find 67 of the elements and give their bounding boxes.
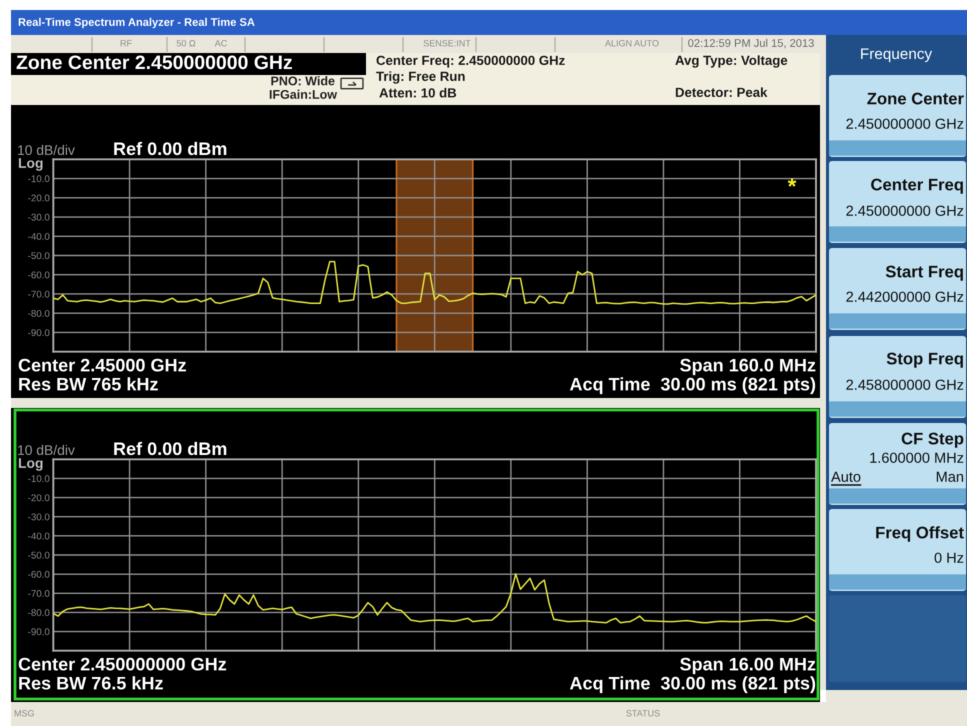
text: Center Freq: 2.450000000 GHz	[376, 56, 565, 68]
text: CF Step	[902, 432, 964, 448]
text: Zone Center 2.450000000 GHz	[16, 55, 292, 70]
text: Start Freq	[886, 266, 963, 281]
text: Res BW 76.5 kHz	[19, 676, 163, 690]
text: Ref 0.00 dBm	[114, 442, 226, 456]
chart-title: Real-Time Spectrum Analyzer - Real Time SA	[18, 18, 255, 28]
y-tick-label: -80.0	[28, 310, 50, 317]
y-tick-label: -70.0	[28, 590, 50, 597]
text: Freq Offset	[876, 526, 964, 542]
y-tick-label: -10.0	[28, 475, 50, 482]
y-tick-label: -40.0	[28, 232, 50, 240]
text: Res BW 765 kHz	[19, 377, 158, 391]
text: Acq Time 30.00 ms (821 pts)	[570, 377, 816, 394]
text: Log	[18, 158, 43, 171]
text: Center 2.450000000 GHz	[18, 658, 226, 671]
text: PNO: Wide	[271, 76, 335, 86]
text: Atten: 10 dB	[379, 88, 456, 98]
text: 10 dB/div	[18, 444, 75, 456]
text: Avg Type: Voltage	[675, 55, 788, 68]
y-tick-label: -40.0	[28, 532, 50, 540]
text: 50 Ω	[176, 40, 196, 46]
text: Acq Time 30.00 ms (821 pts)	[570, 676, 816, 694]
text: SENSE:INT	[424, 40, 471, 46]
text: 1.600000 MHz	[870, 452, 964, 463]
text: Log	[18, 458, 43, 471]
y-tick-label: -50.0	[28, 252, 50, 260]
line-series	[53, 260, 816, 305]
y-tick-label: -30.0	[28, 214, 50, 221]
y-tick-label: -20.0	[28, 194, 50, 202]
text: Ref 0.00 dBm	[114, 142, 226, 156]
text: Trig: Free Run	[376, 71, 465, 84]
text: RF	[120, 40, 132, 46]
line-series	[53, 573, 816, 624]
y-tick-label: -30.0	[28, 513, 50, 520]
text: MSG	[14, 710, 34, 716]
text: Stop Freq	[886, 352, 963, 368]
y-tick-label: -70.0	[28, 290, 50, 298]
y-tick-label: -90.0	[28, 628, 50, 636]
text: Center Freq	[871, 178, 963, 194]
text: Span 160.0 MHz	[680, 358, 816, 376]
text: 2.458000000 GHz	[846, 380, 964, 390]
text: 2.442000000 GHz	[846, 292, 964, 302]
text: IFGain:Low	[270, 90, 338, 99]
text: Center 2.45000 GHz	[18, 358, 186, 372]
text: 02:12:59 PM Jul 15, 2013	[688, 38, 814, 48]
text: 0 Hz	[934, 552, 964, 563]
text: Man	[936, 472, 964, 482]
text: STATUS	[626, 710, 660, 716]
y-tick-label: -10.0	[28, 175, 50, 182]
text: 10 dB/div	[18, 144, 75, 156]
text: 2.450000000 GHz	[846, 206, 964, 216]
text: ALIGN AUTO	[605, 40, 659, 46]
y-tick-label: -60.0	[28, 271, 50, 278]
text: Auto	[831, 472, 860, 482]
y-tick-label: -20.0	[28, 494, 50, 502]
annotation: *	[788, 178, 796, 187]
text: Frequency	[861, 48, 932, 62]
text: Span 16.00 MHz	[680, 658, 816, 674]
text: AC	[214, 40, 227, 46]
y-tick-label: -80.0	[28, 609, 50, 616]
text: Detector: Peak	[676, 87, 768, 98]
text: 2.450000000 GHz	[846, 118, 964, 129]
y-tick-label: -50.0	[28, 552, 50, 559]
text: Zone Center	[867, 92, 964, 104]
y-tick-label: -60.0	[28, 570, 50, 578]
y-tick-label: -90.0	[28, 329, 50, 336]
